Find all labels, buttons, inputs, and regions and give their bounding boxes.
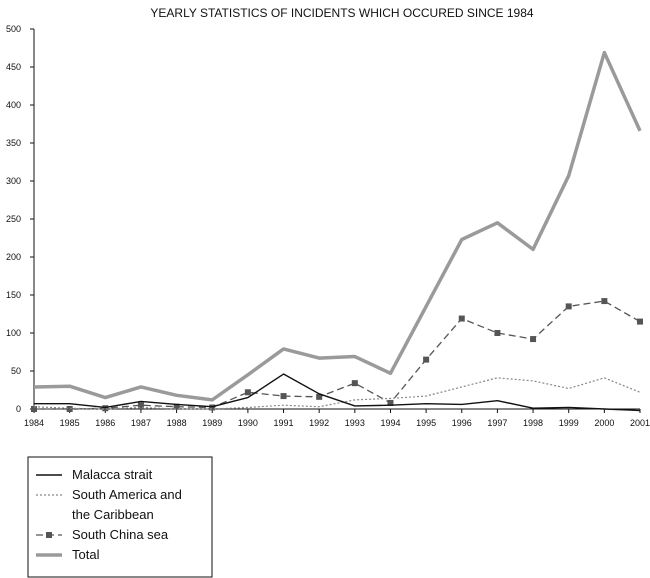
x-tick-label: 1988 bbox=[167, 418, 187, 428]
legend-label: South America and bbox=[72, 487, 182, 502]
x-tick-label: 1990 bbox=[238, 418, 258, 428]
x-tick-label: 1991 bbox=[274, 418, 294, 428]
y-tick-label: 500 bbox=[6, 24, 21, 34]
data-point-marker bbox=[209, 404, 216, 411]
x-tick-label: 1998 bbox=[523, 418, 543, 428]
data-point-marker bbox=[494, 330, 501, 336]
legend-label: Malacca strait bbox=[72, 467, 153, 482]
y-tick-label: 50 bbox=[11, 366, 21, 376]
data-point-marker bbox=[66, 406, 73, 412]
y-tick-label: 100 bbox=[6, 328, 21, 338]
x-tick-label: 1985 bbox=[60, 418, 80, 428]
x-tick-label: 1992 bbox=[309, 418, 329, 428]
x-tick-label: 1984 bbox=[24, 418, 44, 428]
series-line-south-china-sea bbox=[34, 300, 641, 410]
x-tick-label: 1999 bbox=[559, 418, 579, 428]
y-tick-label: 300 bbox=[6, 176, 21, 186]
data-point-marker bbox=[280, 393, 287, 400]
series-line-south-america-and-the-caribbean bbox=[33, 377, 641, 410]
y-axis: 0 50 100 150 200 250 300 350 400 450 500 bbox=[6, 24, 35, 414]
data-point-marker bbox=[351, 380, 358, 387]
data-point-marker bbox=[530, 336, 537, 343]
y-tick-label: 200 bbox=[6, 252, 21, 262]
data-point-marker bbox=[565, 303, 572, 310]
series-line-total bbox=[33, 50, 642, 402]
data-point-marker bbox=[31, 406, 37, 412]
data-point-marker bbox=[102, 405, 109, 412]
x-tick-label: 1996 bbox=[452, 418, 472, 428]
data-point-marker bbox=[387, 399, 394, 406]
legend-label: South China sea bbox=[72, 527, 169, 542]
y-tick-label: 400 bbox=[6, 100, 21, 110]
x-axis: 1984 1985 1986 1987 1988 1989 1990 1991 1992 1993… bbox=[24, 408, 650, 428]
x-tick-label: 1995 bbox=[416, 418, 436, 428]
x-tick-label: 1994 bbox=[380, 418, 400, 428]
y-tick-label: 0 bbox=[16, 404, 21, 414]
legend-marker bbox=[46, 532, 52, 538]
data-point-marker bbox=[601, 298, 608, 305]
legend-label: Total bbox=[72, 547, 100, 562]
legend-label-line2: the Caribbean bbox=[72, 507, 154, 522]
y-tick-label: 450 bbox=[6, 62, 21, 72]
series-line-malacca-strait bbox=[34, 373, 641, 412]
data-point-marker bbox=[137, 402, 144, 409]
legend-box bbox=[27, 456, 213, 578]
x-tick-label: 1993 bbox=[345, 418, 365, 428]
data-point-marker bbox=[316, 393, 323, 400]
data-point-marker bbox=[458, 315, 465, 322]
y-tick-label: 350 bbox=[6, 138, 21, 148]
y-tick-label: 250 bbox=[6, 214, 21, 224]
y-tick-label: 150 bbox=[6, 290, 21, 300]
x-tick-label: 2001 bbox=[630, 418, 650, 428]
x-tick-label: 1987 bbox=[131, 418, 151, 428]
x-tick-label: 1997 bbox=[487, 418, 507, 428]
data-point-marker bbox=[637, 318, 643, 325]
chart-title: YEARLY STATISTICS OF INCIDENTS WHICH OCC… bbox=[150, 6, 534, 20]
data-point-marker bbox=[244, 389, 251, 396]
x-tick-label: 1989 bbox=[202, 418, 222, 428]
x-tick-label: 1986 bbox=[95, 418, 115, 428]
data-point-marker bbox=[173, 403, 180, 410]
legend: Malacca strait South America and the Carib… bbox=[27, 456, 213, 578]
x-tick-label: 2000 bbox=[594, 418, 614, 428]
series-layer bbox=[31, 50, 643, 412]
data-point-marker bbox=[423, 356, 430, 363]
